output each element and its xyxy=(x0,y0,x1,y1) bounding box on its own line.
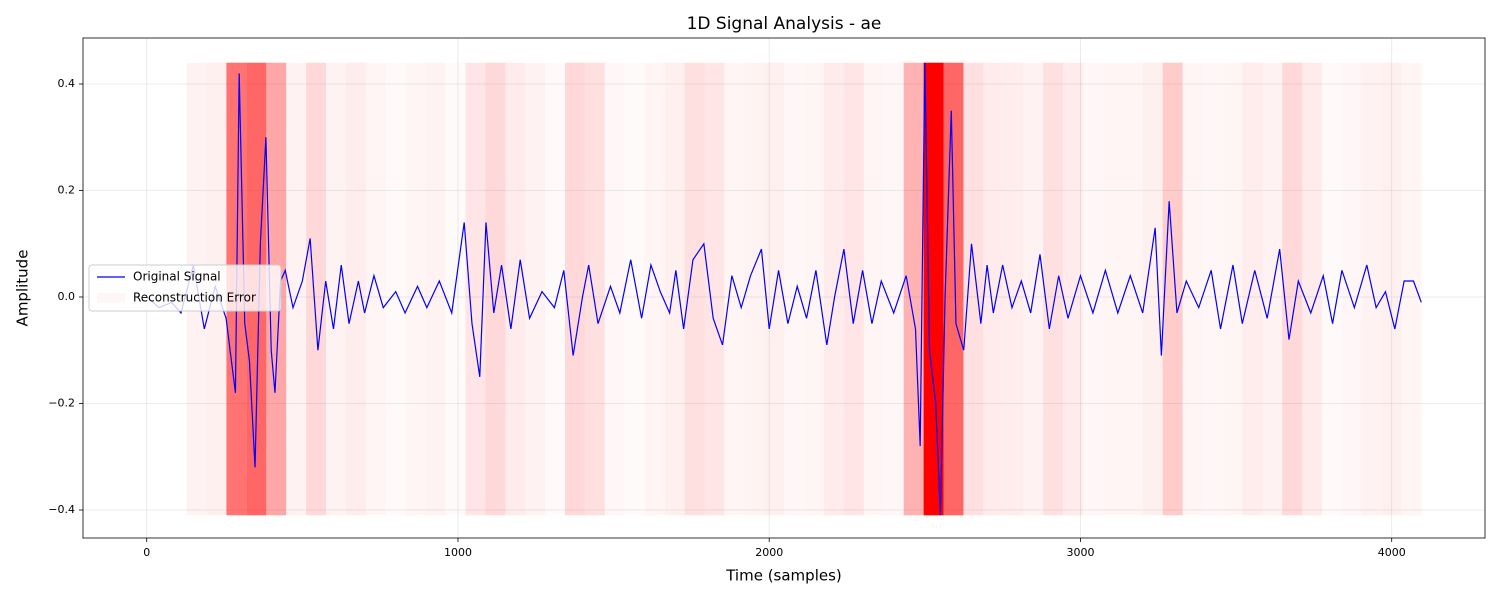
error-band xyxy=(1381,62,1402,516)
error-band xyxy=(1122,62,1143,516)
error-band xyxy=(1242,62,1263,516)
error-band xyxy=(1162,62,1183,516)
y-tick-label: 0.0 xyxy=(58,290,76,303)
legend-label: Reconstruction Error xyxy=(133,291,256,305)
error-band xyxy=(1043,62,1064,516)
error-band xyxy=(963,62,984,516)
error-band xyxy=(1282,62,1303,516)
legend-box xyxy=(88,264,282,312)
error-band xyxy=(1182,62,1203,516)
error-band xyxy=(664,62,685,516)
error-band xyxy=(386,63,406,516)
error-band xyxy=(565,62,585,516)
error-band xyxy=(505,62,526,516)
error-band xyxy=(1063,62,1083,516)
error-band xyxy=(903,62,924,516)
error-band xyxy=(306,62,327,516)
error-band xyxy=(326,62,346,516)
error-band xyxy=(1023,62,1044,516)
legend-patch xyxy=(97,293,125,303)
error-band xyxy=(605,63,625,516)
error-band xyxy=(744,62,765,516)
x-tick-label: 1000 xyxy=(444,546,472,559)
y-tick-label: −0.4 xyxy=(48,503,75,516)
y-tick-label: −0.2 xyxy=(48,396,75,409)
chart-title: 1D Signal Analysis - ae xyxy=(687,14,882,34)
error-band xyxy=(1142,62,1163,516)
error-band xyxy=(1342,63,1362,516)
error-band xyxy=(345,62,366,516)
error-band xyxy=(863,62,884,516)
error-band xyxy=(884,63,904,516)
error-band xyxy=(724,62,745,516)
x-tick-label: 4000 xyxy=(1378,546,1406,559)
error-band xyxy=(843,62,864,516)
error-band xyxy=(983,62,1004,516)
x-tick-label: 3000 xyxy=(1066,546,1094,559)
error-band xyxy=(1222,62,1243,516)
error-band xyxy=(286,62,307,516)
y-tick-label: 0.4 xyxy=(58,77,76,90)
legend: Original Signal Reconstruction Error xyxy=(88,264,282,312)
signal-line xyxy=(146,62,1422,516)
error-band xyxy=(525,62,546,516)
error-band xyxy=(625,63,645,516)
x-axis-label: Time (samples) xyxy=(725,567,842,585)
error-band xyxy=(545,63,565,516)
error-band xyxy=(365,62,386,516)
error-band xyxy=(1003,62,1024,516)
error-band xyxy=(1302,62,1322,516)
error-band xyxy=(704,62,725,516)
error-band xyxy=(764,62,785,516)
error-band xyxy=(584,62,605,516)
error-band xyxy=(804,62,824,516)
error-band xyxy=(644,62,665,516)
error-band xyxy=(1102,62,1123,516)
y-tick-label: 0.2 xyxy=(58,184,76,197)
legend-label: Original Signal xyxy=(133,270,221,284)
x-tick-label: 0 xyxy=(143,546,150,559)
x-tick-label: 2000 xyxy=(755,546,783,559)
error-band xyxy=(465,62,486,516)
error-band xyxy=(684,62,705,516)
error-band xyxy=(923,62,944,516)
error-band xyxy=(943,62,964,516)
error-band xyxy=(1401,62,1422,516)
error-band xyxy=(784,63,804,516)
plot-frame xyxy=(82,37,1486,539)
error-band xyxy=(823,62,844,516)
error-band xyxy=(485,62,506,516)
y-axis-label: Amplitude xyxy=(14,250,32,327)
